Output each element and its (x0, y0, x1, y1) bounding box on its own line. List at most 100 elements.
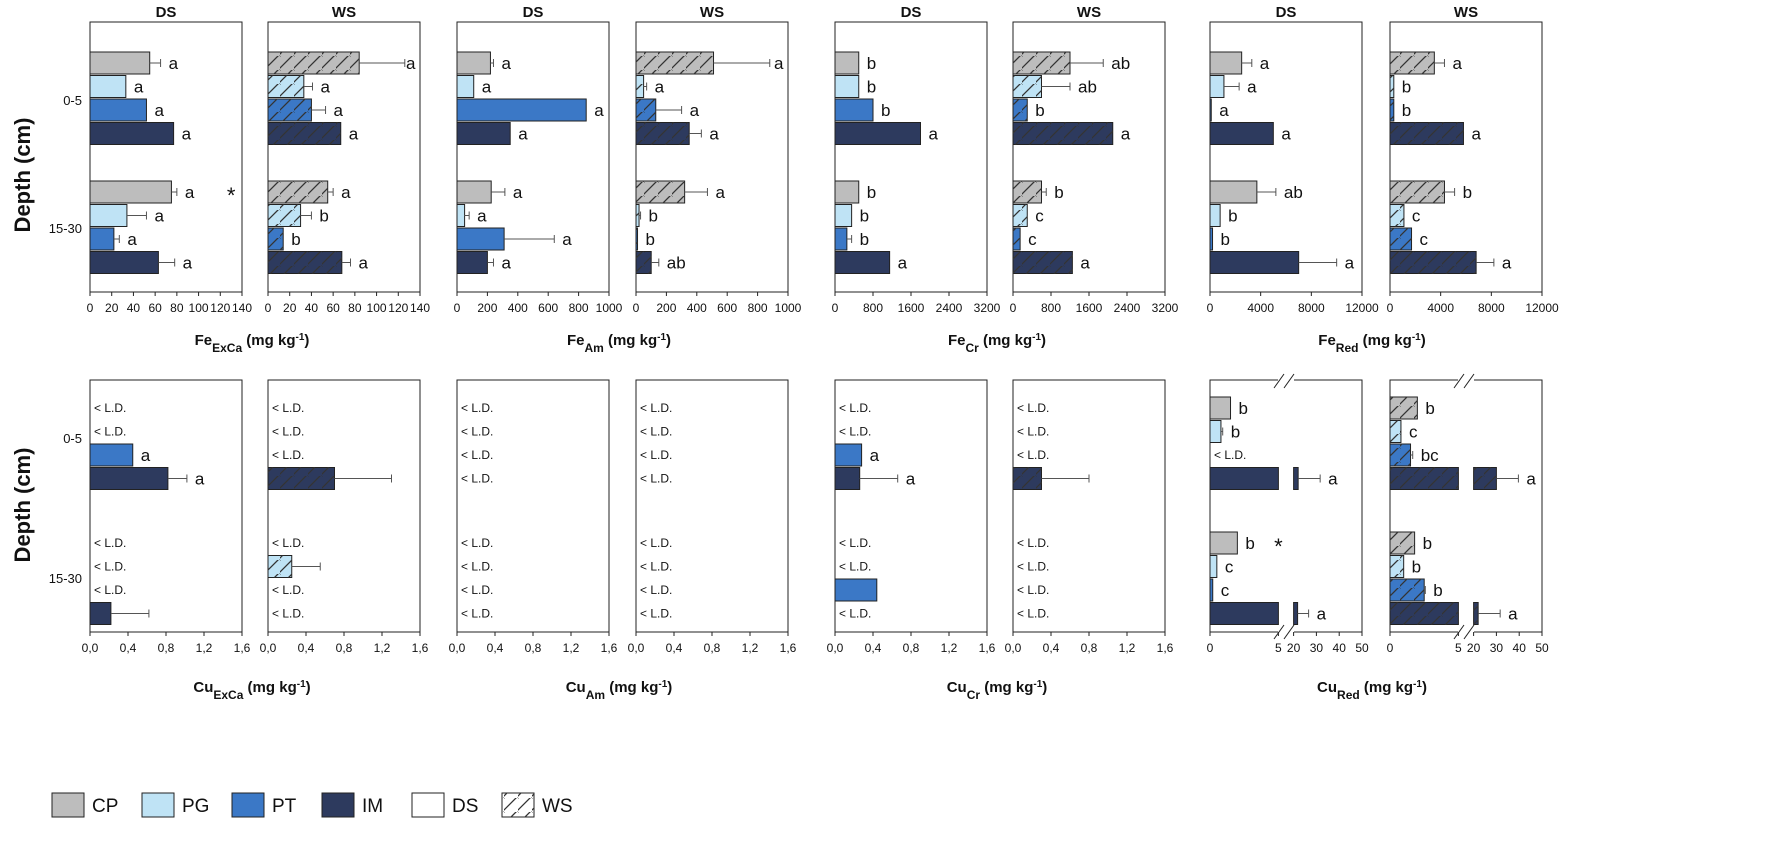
below-detection-label: < L.D. (272, 448, 304, 462)
significance-letter: ab (1078, 78, 1097, 97)
significance-letter: a (1452, 54, 1462, 73)
depth-tick-cu-0-5: 0-5 (63, 431, 82, 446)
bar-hatch (1473, 467, 1497, 490)
significance-letter: a (1502, 254, 1512, 273)
bar-hatch (1013, 228, 1021, 250)
bar-pt (89, 443, 134, 467)
bar-pg (834, 204, 853, 227)
bar-pt (456, 98, 587, 122)
panel-title: DS (523, 4, 544, 21)
significance-letter: b (1433, 581, 1442, 600)
x-tick-label: 4000 (1427, 301, 1454, 315)
x-tick-label: 30 (1310, 641, 1324, 655)
below-detection-label: < L.D. (1017, 560, 1049, 574)
legend-label: IM (362, 796, 383, 817)
significance-letter: a (477, 207, 487, 226)
x-tick-label: 0,0 (1005, 641, 1022, 655)
significance-letter: b (860, 207, 869, 226)
significance-letter: a (154, 101, 164, 120)
axis-break-mark (1273, 624, 1285, 640)
x-tick-label: 20 (105, 301, 119, 315)
below-detection-label: < L.D. (1017, 536, 1049, 550)
x-tick-label: 200 (656, 301, 676, 315)
bar-pt (834, 98, 874, 122)
axis-break-mark (1453, 373, 1465, 389)
x-tick-label: 4000 (1247, 301, 1274, 315)
bar-hatch (1390, 52, 1435, 74)
panel-cu-exca-ws: 0,0 0,4 0,8 1,2 1,6 < L.D. < L.D. < L.D. < L.D. <… (260, 379, 429, 655)
bar-cp (1209, 51, 1243, 75)
bar-hatch (636, 99, 656, 121)
significance-letter: a (406, 54, 416, 73)
below-detection-label: < L.D. (94, 401, 126, 415)
significance-letter: b (1035, 101, 1044, 120)
x-tick-label: 600 (538, 301, 558, 315)
below-detection-label: < L.D. (461, 448, 493, 462)
x-tick-label: 140 (232, 301, 252, 315)
bar-hatch (268, 555, 292, 578)
significance-letter: a (929, 125, 939, 144)
legend-item-pt: PT (231, 792, 297, 818)
significance-letter: a (906, 470, 916, 489)
bar-pt (456, 227, 505, 251)
legend-swatch (231, 792, 265, 818)
x-tick-label: 1600 (1076, 301, 1103, 315)
significance-asterisk: * (1274, 534, 1283, 559)
x-tick-label: 40 (127, 301, 141, 315)
bar-pg (834, 75, 860, 98)
legend-label: WS (542, 796, 573, 817)
bar-im (89, 251, 159, 274)
bar-im (1209, 251, 1300, 274)
x-tick-label: 0 (1010, 301, 1017, 315)
significance-letter: a (182, 125, 192, 144)
x-tick-label: 0,4 (298, 641, 315, 655)
significance-letter: b (1231, 423, 1240, 442)
x-tick-label: 0,8 (704, 641, 721, 655)
significance-letter: a (774, 54, 784, 73)
significance-letter: c (1221, 581, 1230, 600)
legend: CP PG PT IM DS WS (51, 792, 573, 818)
x-tick-label: 0 (1207, 641, 1214, 655)
significance-letter: a (501, 254, 511, 273)
significance-letter: a (334, 101, 344, 120)
x-tick-label: 60 (326, 301, 340, 315)
legend-label: DS (452, 796, 478, 817)
below-detection-label: < L.D. (1214, 448, 1246, 462)
below-detection-label: < L.D. (461, 425, 493, 439)
x-tick-label: 0,4 (120, 641, 137, 655)
bar-hatch (268, 251, 342, 274)
below-detection-label: < L.D. (272, 425, 304, 439)
bar-hatch (1390, 99, 1394, 121)
significance-letter: a (655, 78, 665, 97)
below-detection-label: < L.D. (640, 560, 672, 574)
panel-frame (1209, 21, 1363, 293)
x-tick-label: 20 (1467, 641, 1481, 655)
x-tick-label: 12000 (1525, 301, 1559, 315)
bar-cp (834, 51, 860, 75)
x-tick-label: 0,8 (336, 641, 353, 655)
bar-hatch (1390, 444, 1411, 466)
significance-letter: c (1420, 230, 1429, 249)
bar-hatch (1390, 579, 1425, 601)
significance-letter: a (349, 125, 359, 144)
significance-letter: a (1219, 101, 1229, 120)
significance-letter: a (134, 78, 144, 97)
below-detection-label: < L.D. (1017, 448, 1049, 462)
significance-letter: a (1508, 605, 1518, 624)
bar-hatch (268, 99, 312, 121)
significance-letter: b (1425, 399, 1434, 418)
x-tick-label: 140 (410, 301, 430, 315)
significance-letter: a (195, 470, 205, 489)
below-detection-label: < L.D. (94, 583, 126, 597)
bar-hatch (636, 52, 714, 74)
depth-axis-label-fe: Depth (cm) (10, 118, 35, 233)
x-tick-label: 0,8 (525, 641, 542, 655)
significance-letter: c (1035, 207, 1044, 226)
bar-hatch (1390, 555, 1404, 578)
significance-letter: a (715, 183, 725, 202)
below-detection-label: < L.D. (461, 607, 493, 621)
